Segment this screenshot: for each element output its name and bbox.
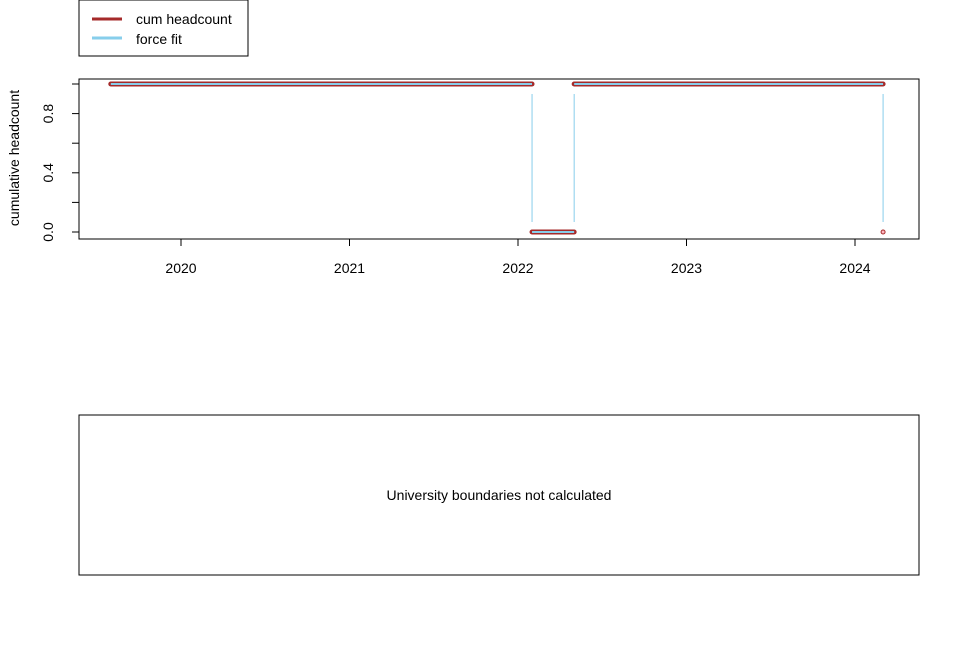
x-tick-label: 2024 (839, 260, 870, 276)
y-axis-label: cumulative headcount (6, 90, 22, 226)
series-layer (108, 81, 886, 235)
y-tick-label: 0.8 (40, 104, 56, 124)
headcount-plot: 2020 2021 2022 2023 2024 0.0 0.4 0.8 cumulativ… (6, 78, 920, 276)
panel-message: University boundaries not calculated (387, 487, 612, 503)
x-tick-label: 2021 (334, 260, 365, 276)
empty-panel-frame (78, 414, 920, 576)
y-axis: 0.0 0.4 0.8 (40, 83, 79, 242)
x-tick-label: 2020 (165, 260, 196, 276)
legend-box (78, 0, 249, 57)
plot-frame (78, 78, 920, 240)
university-boundaries-panel: University boundaries not calculated (78, 414, 920, 576)
x-tick-label: 2022 (502, 260, 533, 276)
legend: cum headcount force fit (78, 0, 249, 57)
x-axis: 2020 2021 2022 2023 2024 (165, 239, 871, 276)
y-tick-label: 0.0 (40, 222, 56, 242)
legend-label-cum-headcount: cum headcount (136, 11, 232, 27)
cum-headcount-point (880, 229, 886, 235)
y-tick-label: 0.4 (40, 163, 56, 183)
legend-label-force-fit: force fit (136, 31, 182, 47)
x-tick-label: 2023 (671, 260, 702, 276)
